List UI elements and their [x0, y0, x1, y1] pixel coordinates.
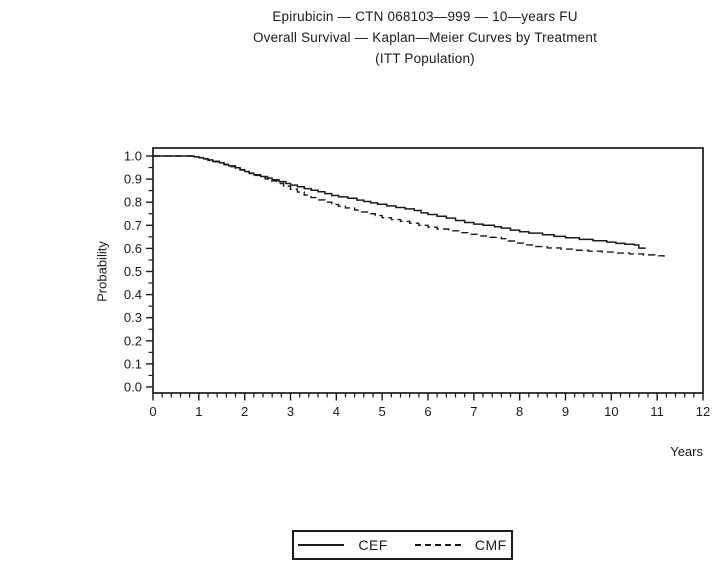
- legend-entry-cef: CEF: [298, 537, 388, 553]
- x-axis-tick-label: 11: [650, 404, 664, 419]
- km-curve-cef: [153, 155, 646, 249]
- y-axis-tick-label: 0.4: [124, 287, 142, 302]
- y-axis-tick-label: 0.8: [124, 195, 142, 210]
- x-axis-tick-label: 12: [696, 404, 710, 419]
- x-axis-tick-label: 5: [379, 404, 386, 419]
- y-axis-tick-label: 0.0: [124, 380, 142, 395]
- chart-title-block: Epirubicin — CTN 068103—999 — 10—years F…: [130, 6, 714, 69]
- legend-box: CEF CMF: [292, 530, 513, 560]
- km-plot-area: 1.00.90.80.70.60.50.40.30.20.10.00 1 2 3 4 5 6…: [124, 147, 710, 459]
- x-axis-tick-label: 1: [195, 404, 202, 419]
- chart-title-line2: Overall Survival — Kaplan—Meier Curves b…: [252, 30, 598, 45]
- km-curve-cmf: [153, 155, 665, 257]
- x-axis-tick-label: 10: [604, 404, 618, 419]
- legend-entry-cmf: CMF: [414, 537, 507, 553]
- chart-title-line3: (ITT Population): [375, 51, 475, 66]
- x-axis-tick-label: 9: [562, 404, 569, 419]
- legend-label-cmf: CMF: [474, 537, 507, 553]
- x-axis-tick-label: 2: [241, 404, 248, 419]
- y-axis-tick-label: 0.2: [124, 333, 142, 348]
- y-axis-tick-label: 0.7: [124, 218, 142, 233]
- x-axis-tick-label: 4: [333, 404, 340, 419]
- y-axis-tick-label: 0.1: [124, 356, 142, 371]
- y-axis-tick-label: 1.0: [124, 149, 142, 164]
- x-axis-title: Years: [670, 444, 703, 459]
- x-axis-tick-label: 3: [287, 404, 294, 419]
- plot-frame: [152, 147, 704, 394]
- chart-title-line1: Epirubicin — CTN 068103—999 — 10—years F…: [272, 9, 578, 24]
- y-axis-tick-label: 0.9: [124, 172, 142, 187]
- x-axis-tick-label: 7: [470, 404, 477, 419]
- x-axis-tick-label: 8: [516, 404, 523, 419]
- x-axis-tick-label: 0: [149, 404, 156, 419]
- legend-label-cef: CEF: [358, 537, 388, 553]
- y-axis-tick-label: 0.5: [124, 264, 142, 279]
- y-axis-tick-label: 0.6: [124, 241, 142, 256]
- cef-solid-line-sample: [298, 544, 345, 546]
- cmf-dashed-line-sample: [414, 544, 461, 546]
- y-axis-tick-label: 0.3: [124, 310, 142, 325]
- x-axis-tick-label: 6: [424, 404, 431, 419]
